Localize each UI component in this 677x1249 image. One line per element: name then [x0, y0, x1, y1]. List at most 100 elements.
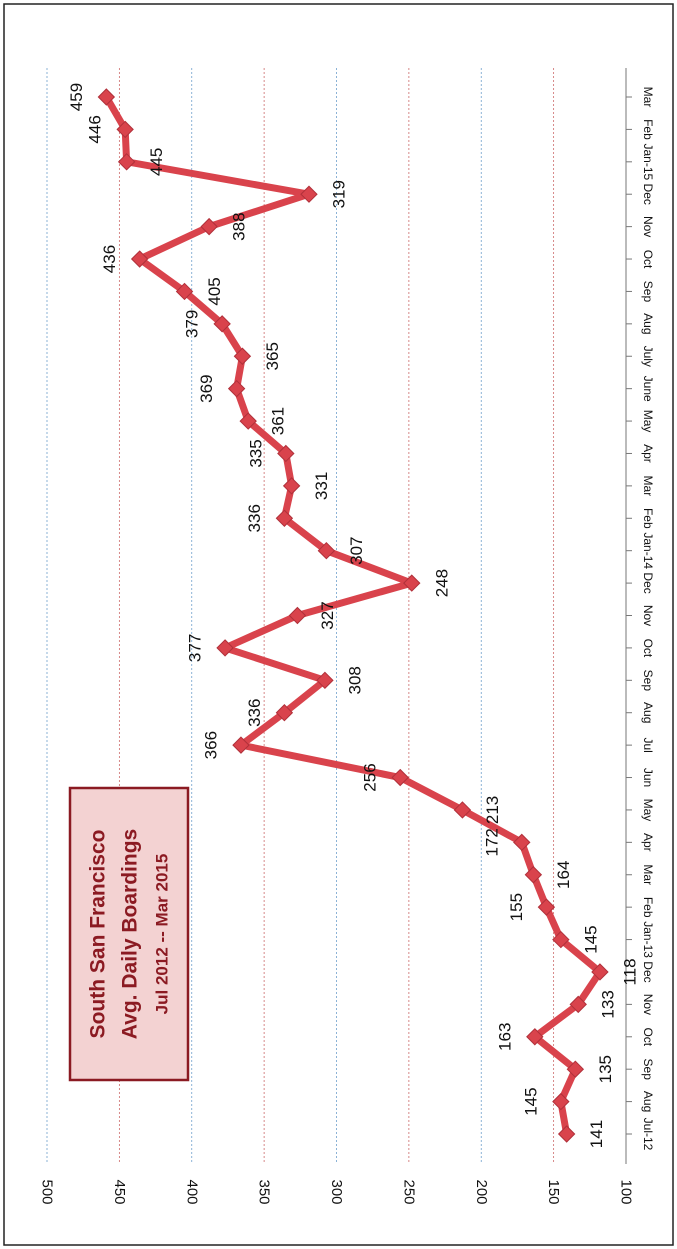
category-tick-label: Jul: [641, 737, 655, 752]
category-tick-label: Jun: [641, 768, 655, 787]
data-label: 256: [361, 763, 380, 791]
data-point-marker: [566, 1060, 585, 1078]
data-label: 388: [230, 212, 249, 240]
data-point-marker: [591, 963, 609, 981]
data-point-marker: [275, 509, 294, 527]
series-layer: [97, 88, 609, 1143]
data-label: 118: [620, 958, 639, 985]
value-tick-label: 100: [618, 1179, 635, 1204]
data-point-marker: [552, 1092, 570, 1111]
data-label: 141: [587, 1120, 606, 1148]
category-tick-label: Feb: [641, 508, 655, 529]
data-point-marker: [288, 606, 307, 625]
title-box-frame: [68, 786, 190, 1082]
data-label: 361: [269, 407, 288, 435]
category-tick-label: Jul-12: [641, 1118, 655, 1151]
data-point-marker: [557, 1125, 576, 1143]
category-tick-label: Dec: [641, 184, 655, 205]
title-line: Jul 2012 -- Mar 2015: [153, 854, 172, 1015]
category-tick-labels: Jul-12 Aug Sep Oct Nov Dec Jan-13 Feb Mar Apr May J…: [626, 87, 655, 1151]
data-label: 319: [329, 180, 348, 208]
category-tick-label: May: [641, 799, 655, 822]
data-label: 336: [245, 699, 264, 727]
value-tick-labels: 100 150 200 250 300 350 400 450 500: [39, 1179, 635, 1204]
data-point-marker: [216, 639, 234, 657]
data-point-marker: [275, 704, 294, 722]
data-point-marker: [282, 477, 301, 495]
data-point-marker: [130, 250, 149, 268]
category-tick-label: Nov: [641, 605, 655, 626]
data-label: 436: [100, 245, 119, 273]
data-label: 145: [521, 1087, 540, 1115]
data-point-marker: [537, 898, 556, 916]
data-point-marker: [277, 444, 295, 463]
data-label: 459: [67, 83, 86, 111]
category-tick-label: Dec: [641, 572, 655, 593]
value-tick-label: 200: [473, 1179, 490, 1204]
category-tick-label: Mar: [641, 864, 655, 885]
data-point-marker: [569, 995, 587, 1014]
category-tick-label: Sep: [641, 281, 655, 303]
data-point-marker: [524, 866, 543, 884]
value-tick-label: 300: [328, 1179, 345, 1204]
data-point-marker: [316, 671, 334, 690]
category-tick-label: Mar: [641, 87, 655, 108]
data-label: 365: [263, 342, 282, 370]
data-label: 379: [183, 310, 202, 338]
category-tick-label: Oct: [641, 639, 655, 658]
data-label: 446: [86, 115, 105, 143]
data-point-marker: [403, 574, 421, 592]
data-label: 164: [554, 861, 573, 889]
category-tick-label: Feb: [641, 119, 655, 140]
data-label: 366: [201, 731, 220, 759]
data-point-marker: [239, 412, 257, 430]
data-point-marker: [97, 88, 116, 106]
data-point-marker: [116, 120, 134, 139]
category-tick-label: Jan-13: [641, 921, 655, 958]
category-tick-label: Oct: [641, 250, 655, 269]
data-point-marker: [552, 930, 570, 949]
data-point-marker: [233, 347, 252, 365]
data-point-marker: [200, 217, 218, 236]
value-tick-label: 250: [400, 1179, 417, 1204]
title-line: South San Francisco: [87, 830, 110, 1039]
category-tick-label: Sep: [641, 670, 655, 692]
title-box: South San Francisco Avg. Daily Boardings J…: [68, 786, 190, 1082]
data-label: 135: [596, 1055, 615, 1083]
category-tick-label: Apr: [641, 444, 655, 463]
data-point-marker: [227, 379, 246, 398]
category-tick-label: Dec: [641, 961, 655, 982]
data-label: 369: [197, 374, 216, 402]
data-point-marker: [213, 315, 231, 333]
value-tick-label: 350: [256, 1179, 273, 1204]
data-label: 172: [482, 828, 501, 856]
data-label: 248: [432, 569, 451, 597]
category-tick-label: May: [641, 410, 655, 433]
data-label: 377: [186, 634, 205, 662]
data-label: 336: [245, 504, 264, 532]
category-tick-label: Mar: [641, 476, 655, 497]
category-tick-label: Aug: [641, 702, 655, 723]
value-tick-label: 400: [183, 1179, 200, 1204]
data-label: 155: [507, 893, 526, 921]
data-label: 405: [205, 277, 224, 305]
data-label: 213: [483, 796, 502, 824]
data-point-marker: [453, 801, 472, 819]
data-label: 163: [495, 1023, 514, 1051]
data-label: 335: [246, 439, 265, 467]
data-point-marker: [391, 768, 409, 787]
data-label: 445: [147, 148, 166, 176]
category-tick-label: Sep: [641, 1059, 655, 1081]
category-tick-label: Oct: [641, 1027, 655, 1046]
data-label: 145: [581, 925, 600, 953]
value-tick-label: 150: [545, 1179, 562, 1204]
data-point-marker: [175, 282, 194, 301]
data-label: 331: [312, 472, 331, 500]
data-label: 308: [345, 666, 364, 694]
category-tick-label: Jan-15: [641, 143, 655, 180]
value-tick-label: 450: [111, 1179, 128, 1204]
category-tick-label: Aug: [641, 1091, 655, 1112]
